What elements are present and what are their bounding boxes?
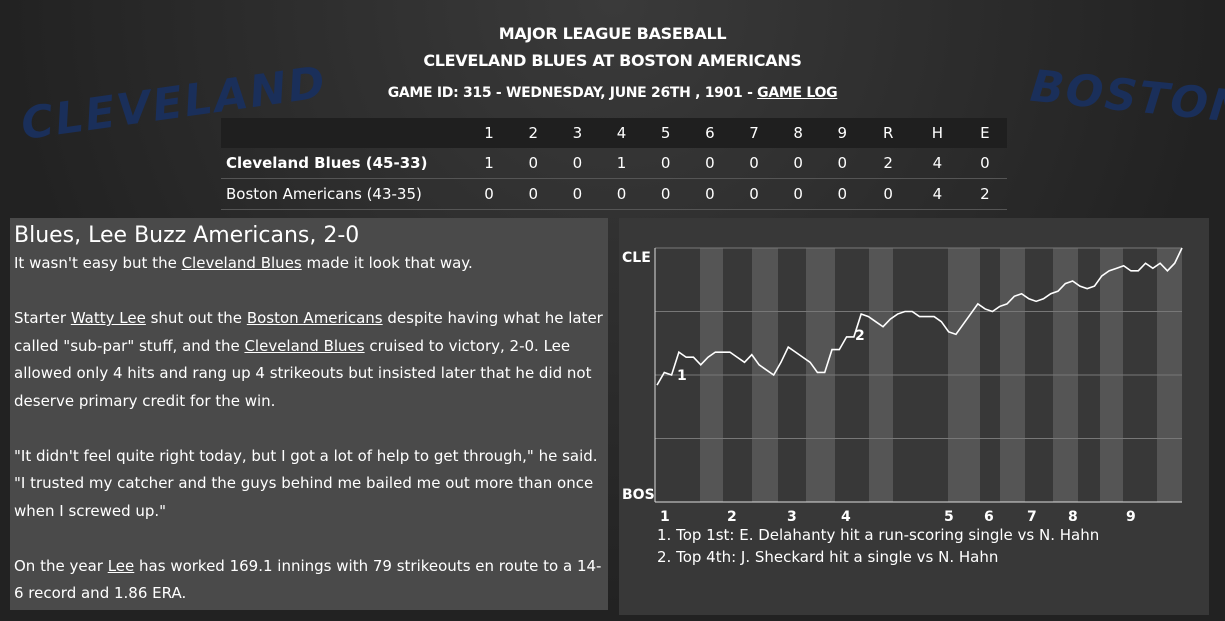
text: made it look that way. (301, 254, 473, 272)
score-cell: 0 (511, 178, 556, 210)
score-cell: 0 (599, 178, 644, 210)
text: shut out the (145, 309, 247, 327)
play-marker: 2 (855, 328, 865, 344)
score-cell: 0 (687, 148, 732, 179)
score-cell: 0 (731, 178, 777, 210)
score-cell: 0 (864, 178, 912, 210)
paragraph: Starter Watty Lee shut out the Boston Am… (14, 305, 604, 415)
column-header: R (864, 118, 912, 148)
column-header: 9 (820, 118, 865, 148)
inning-label: 2 (727, 509, 737, 525)
column-header: 8 (776, 118, 821, 148)
score-cell: 0 (467, 178, 512, 210)
text: cruised to victory, 2-0. Lee allowed onl… (14, 336, 592, 410)
team-name: Boston Americans (43-35) (221, 178, 467, 210)
game-info-line: GAME ID: 315 - WEDNESDAY, JUNE 26TH , 19… (0, 85, 1225, 101)
inning-label: 4 (841, 509, 851, 525)
link[interactable]: Watty Lee (70, 309, 146, 327)
link[interactable]: Cleveland Blues (181, 254, 302, 272)
column-header: 4 (599, 118, 644, 148)
text: It wasn't easy but the (14, 254, 182, 272)
text: On the year (14, 556, 108, 575)
text: "It didn't feel quite right today, but I… (14, 446, 598, 520)
bottom-label: BOS (622, 487, 655, 503)
team-name: Cleveland Blues (45-33) (221, 148, 467, 179)
link[interactable]: Lee (107, 556, 135, 575)
win-line (656, 247, 1183, 386)
score-cell: 0 (555, 178, 600, 210)
game-log-link[interactable]: GAME LOG (757, 85, 838, 101)
top-label: CLE (622, 250, 651, 266)
score-cell: 0 (776, 148, 821, 179)
score-cell: 0 (962, 148, 1007, 179)
text: has worked 169.1 innings with 79 strikeo… (14, 556, 602, 603)
inning-label: 3 (787, 509, 797, 525)
score-cell: 0 (643, 148, 688, 179)
score-cell: 0 (820, 148, 865, 179)
score-cell: 0 (776, 178, 821, 210)
column-header: 3 (555, 118, 600, 148)
score-cell: 0 (687, 178, 732, 210)
team-row: Boston Americans (43-35) 0 0 0 0 0 0 0 0 0 0 4 2 (221, 178, 1007, 210)
column-header: H (911, 118, 963, 148)
column-header: 1 (467, 118, 512, 148)
corner (221, 118, 467, 148)
play-note: 2. Top 4th: J. Sheckard hit a single vs … (657, 548, 998, 566)
play-marker: 1 (677, 368, 687, 384)
score-cell: 2 (962, 178, 1007, 210)
play-note: 1. Top 1st: E. Delahanty hit a run-scori… (657, 526, 1099, 544)
column-header: 7 (731, 118, 777, 148)
inning-label: 5 (944, 509, 954, 525)
inning-label: 8 (1068, 509, 1078, 525)
chart-panel: CLE BOS 1 2 3 4 5 6 7 8 9 1 2 1. Top 1st: E. Delahant… (619, 218, 1209, 615)
score-cell: 1 (467, 148, 512, 179)
inning-label: 1 (660, 509, 670, 525)
linescore: 1 2 3 4 5 6 7 8 9 R H E Cleveland Blues (45-33) 1 0 0 1 0… (221, 118, 1007, 210)
article: Blues, Lee Buzz Americans, 2-0 It wasn't … (10, 218, 608, 610)
paragraph: "It didn't feel quite right today, but I… (14, 443, 604, 526)
headline: Blues, Lee Buzz Americans, 2-0 (14, 223, 360, 248)
league-title: MAJOR LEAGUE BASEBALL (498, 24, 727, 43)
paragraph: On the year Lee has worked 169.1 innings… (14, 553, 604, 608)
column-header: E (962, 118, 1007, 148)
score-cell: 4 (911, 178, 963, 210)
paragraph: It wasn't easy but the Cleveland Blues m… (14, 250, 604, 278)
score-cell: 0 (643, 178, 688, 210)
column-header: 6 (687, 118, 732, 148)
inning-label: 7 (1027, 509, 1037, 525)
inning-label: 6 (984, 509, 994, 525)
matchup-title: CLEVELAND BLUES AT BOSTON AMERICANS (423, 51, 802, 70)
score-cell: 0 (511, 148, 556, 179)
score-cell: 2 (864, 148, 912, 179)
score-cell: 4 (911, 148, 963, 179)
text: Starter (14, 309, 71, 327)
column-header: 5 (643, 118, 688, 148)
score-cell: 0 (731, 148, 777, 179)
column-header: 2 (511, 118, 556, 148)
score-cell: 0 (555, 148, 600, 179)
inning-label: 9 (1126, 509, 1136, 525)
team-row: Cleveland Blues (45-33) 1 0 0 1 0 0 0 0 0 2 4 0 (221, 148, 1007, 179)
home-logo: BOSTON (1027, 60, 1225, 135)
score-cell: 1 (599, 148, 644, 179)
link[interactable]: Cleveland Blues (244, 336, 365, 355)
link[interactable]: Boston Americans (246, 309, 383, 327)
game-info: GAME ID: 315 - WEDNESDAY, JUNE 26TH , 19… (387, 85, 758, 101)
score-cell: 0 (820, 178, 865, 210)
text: despite having what he later called "sub… (14, 309, 603, 355)
